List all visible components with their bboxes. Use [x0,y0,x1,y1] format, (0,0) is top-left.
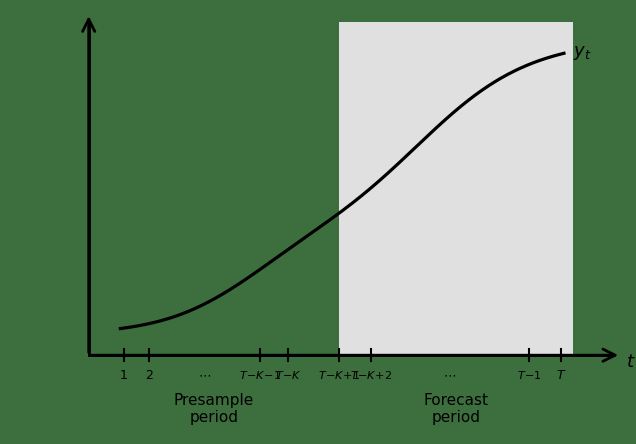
Text: Forecast
period: Forecast period [424,393,488,425]
Text: $y_t$: $y_t$ [574,44,592,62]
Text: $\cdots$: $\cdots$ [443,369,457,381]
Text: $t$: $t$ [626,353,635,371]
Text: $T\!-\!K\!-\!1$: $T\!-\!K\!-\!1$ [238,369,281,381]
Text: $\cdots$: $\cdots$ [198,369,211,381]
Text: Presample
period: Presample period [174,393,254,425]
Text: $T\!-\!1$: $T\!-\!1$ [516,369,541,381]
Text: $T\!-\!K\!+\!2$: $T\!-\!K\!+\!2$ [350,369,392,381]
Text: $T\!-\!K$: $T\!-\!K$ [275,369,301,381]
Text: 2: 2 [145,369,153,381]
Text: $T\!-\!K\!+\!1$: $T\!-\!K\!+\!1$ [318,369,360,381]
Text: $T$: $T$ [556,369,566,381]
Bar [339,22,574,355]
Text: 1: 1 [120,369,127,381]
